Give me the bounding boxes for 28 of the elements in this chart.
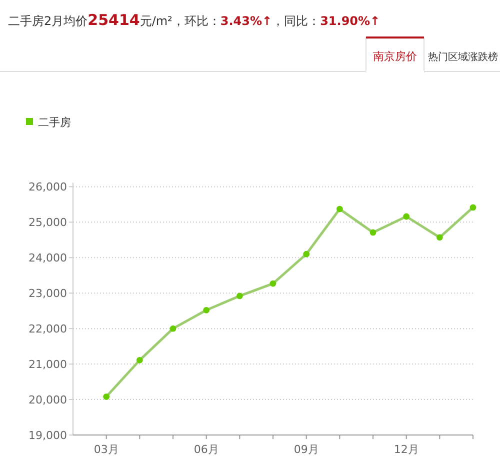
point — [303, 250, 310, 258]
y-tick-label: 23,000 — [28, 287, 67, 300]
y-tick-label: 25,000 — [28, 216, 67, 230]
point — [470, 204, 476, 211]
y-tick-label: 21,000 — [28, 358, 67, 372]
y-tick-label: 20,000 — [28, 394, 67, 407]
text: 热门区域涨跌榜 — [428, 51, 498, 63]
y-tick-label: 19,000 — [28, 429, 67, 442]
legend-label: 二手房 — [38, 116, 71, 129]
point — [403, 213, 410, 220]
point — [270, 280, 276, 287]
chart-title: 二手房2月均价25414元/m²，环比：3.43%↑，同比：31.90%↑ — [8, 11, 380, 29]
x-tick-label: 06月 — [194, 443, 219, 456]
point — [236, 292, 243, 300]
x-tick-label: 12月 — [394, 443, 419, 456]
point — [136, 356, 143, 364]
y-tick-label: 22,000 — [28, 322, 67, 336]
point — [170, 325, 176, 332]
point — [370, 229, 376, 236]
point — [103, 393, 110, 400]
text: 南京房价 — [373, 50, 417, 63]
point — [336, 206, 343, 212]
point — [203, 306, 210, 314]
x-tick-label: 03月 — [94, 443, 119, 456]
x-tick-label: 09月 — [294, 443, 319, 456]
y-tick-label: 24,000 — [28, 252, 67, 265]
y-tick-label: 26,000 — [28, 180, 67, 194]
point — [436, 234, 443, 241]
